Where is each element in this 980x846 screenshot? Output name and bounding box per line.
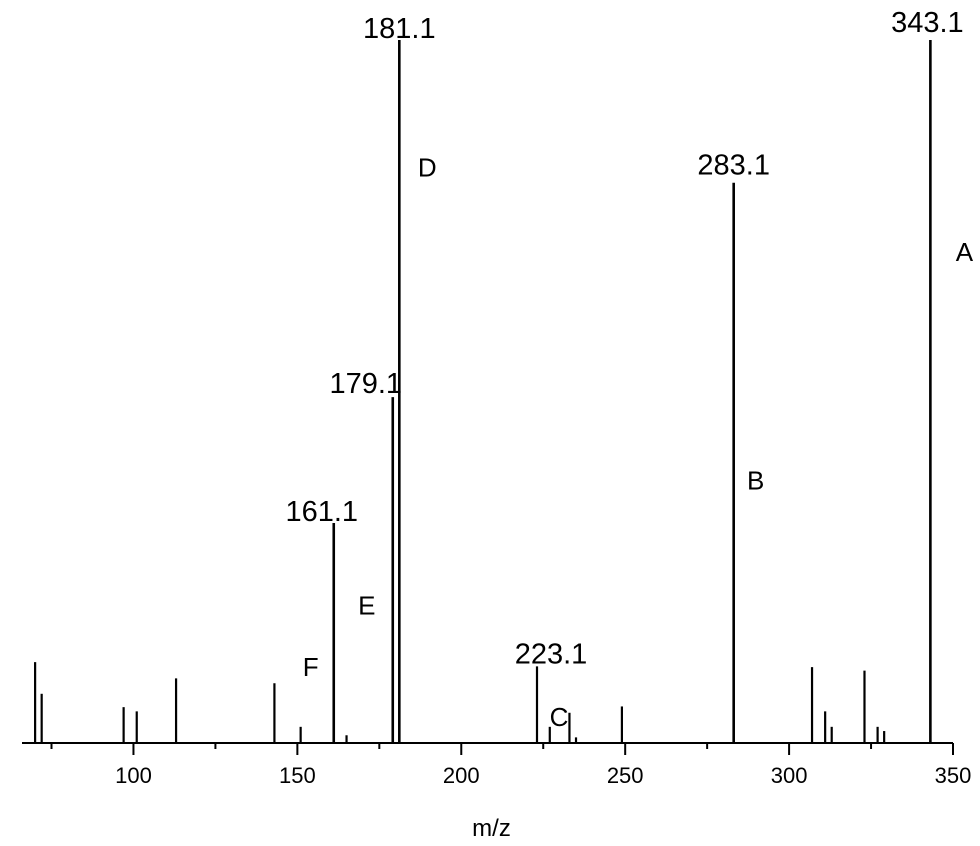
x-tick-label: 300 <box>771 763 808 788</box>
x-tick-label: 200 <box>443 763 480 788</box>
peaks-layer <box>34 40 932 743</box>
peak-letter-label: F <box>303 652 319 682</box>
peak-value-label: 161.1 <box>285 496 358 528</box>
peak-value-label: 343.1 <box>891 7 964 39</box>
peak-value-label: 181.1 <box>363 13 436 45</box>
ticks-layer: 100 150 200 250 300 350 <box>50 743 972 788</box>
peak-letter-label: C <box>550 702 569 732</box>
peak-letter-label: B <box>747 466 764 496</box>
x-axis-title: m/z <box>472 815 511 842</box>
peak-letter-label: D <box>418 153 437 183</box>
labels-layer: 343.1 A 283.1 B 223.1 C 181.1 D 179.1 E 161.1 F <box>285 7 973 732</box>
peak-letter-label: E <box>358 591 375 621</box>
peak-letter-label: A <box>956 237 974 267</box>
x-tick-label: 350 <box>935 763 972 788</box>
x-tick-label: 150 <box>279 763 316 788</box>
peak-value-label: 283.1 <box>697 150 770 182</box>
x-tick-label: 100 <box>115 763 152 788</box>
peak-value-label: 179.1 <box>329 368 402 400</box>
x-tick-label: 250 <box>607 763 644 788</box>
peak-value-label: 223.1 <box>515 638 588 670</box>
